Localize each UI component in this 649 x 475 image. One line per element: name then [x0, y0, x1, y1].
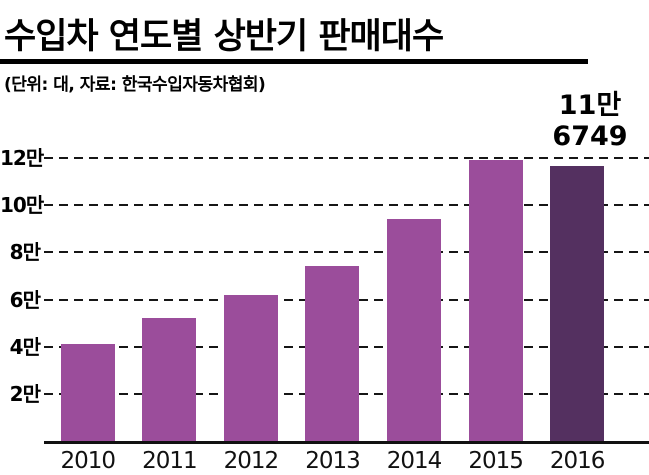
title-underline	[0, 59, 588, 64]
x-label-2012: 2012	[223, 448, 280, 474]
x-label-2016: 2016	[549, 448, 606, 474]
gridline-8만	[44, 251, 649, 254]
gridline-12만	[44, 157, 649, 159]
bar-2013	[305, 266, 360, 441]
x-axis-labels: 2010 2011 2012 2013 2014 2015 2016	[47, 448, 618, 474]
bar-2016	[550, 166, 605, 441]
y-tick-label-4만: 4만	[9, 334, 41, 359]
bars-group	[47, 141, 618, 441]
bar-2010	[60, 344, 115, 441]
y-tick-label-10만: 10만	[0, 193, 44, 218]
gridline-10만	[44, 204, 649, 207]
value-annotation-2016: 11만 6749	[527, 90, 649, 152]
bar-slot-2011	[129, 141, 210, 441]
y-tick-label-6만: 6만	[9, 287, 41, 312]
bar-slot-2016	[537, 141, 618, 441]
chart-subtitle: (단위: 대, 자료: 한국수입자동차협회)	[4, 75, 266, 95]
bar-slot-2013	[292, 141, 373, 441]
bar-slot-2012	[210, 141, 291, 441]
x-label-2013: 2013	[305, 448, 361, 474]
y-tick-label-2만: 2만	[9, 381, 41, 406]
x-label-2011: 2011	[142, 448, 198, 474]
bar-2014	[387, 219, 442, 441]
x-axis-line	[44, 441, 649, 444]
x-label-2014: 2014	[386, 448, 443, 474]
bar-2011	[142, 318, 197, 441]
y-tick-label-12만: 12만	[0, 146, 44, 170]
bar-slot-2015	[455, 141, 536, 441]
chart-title: 수입차 연도별 상반기 판매대수	[4, 17, 444, 57]
annotation-line2: 6749	[552, 121, 628, 152]
x-label-2015: 2015	[468, 448, 524, 474]
bar-2012	[223, 295, 278, 441]
x-label-2010: 2010	[60, 448, 117, 474]
bar-slot-2010	[47, 141, 128, 441]
annotation-line1: 11만	[558, 90, 622, 121]
bar-2015	[468, 160, 523, 441]
bar-slot-2014	[374, 141, 455, 441]
y-tick-label-8만: 8만	[9, 240, 41, 265]
